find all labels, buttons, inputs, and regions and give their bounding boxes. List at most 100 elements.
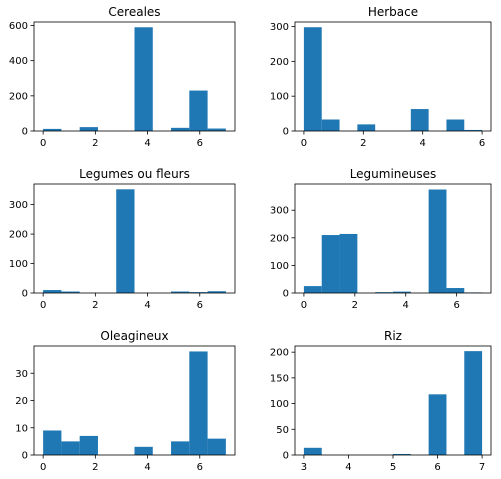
histogram-bar [134, 27, 153, 131]
y-tick-label: 20 [15, 396, 28, 407]
histogram-bar [446, 288, 465, 293]
x-tick-label: 2 [92, 462, 98, 473]
histogram-panel: 0 2 4 6 0 100 200 300 Legumineuses [270, 167, 492, 311]
axes-frame [33, 183, 236, 294]
histogram-bar [207, 438, 226, 455]
histogram-panel: 0 2 4 6 0 100 200 300 Legumes ou fleurs [9, 167, 236, 311]
x-tick-label: 0 [301, 300, 307, 311]
histogram-bar [321, 119, 340, 131]
y-tick-label: 300 [270, 206, 289, 217]
y-tick-label: 300 [270, 22, 289, 33]
y-tick-label: 200 [270, 57, 289, 68]
y-tick-label: 600 [9, 21, 28, 32]
y-tick-label: 200 [9, 230, 28, 241]
y-tick-label: 0 [283, 289, 289, 300]
histogram-bar [61, 291, 80, 293]
x-tick-label: 6 [453, 300, 459, 311]
histogram-bar [171, 127, 190, 131]
x-tick-label: 4 [345, 462, 351, 473]
y-tick-label: 0 [22, 289, 28, 300]
histogram-bar [410, 109, 429, 131]
y-tick-label: 100 [9, 259, 28, 270]
x-tick-label: 6 [434, 462, 440, 473]
x-tick-label: 2 [92, 138, 98, 149]
histogram-bar [339, 233, 358, 293]
x-tick-label: 0 [40, 300, 46, 311]
histogram-bar [321, 235, 340, 293]
histogram-bar [189, 292, 208, 293]
histogram-bar [189, 90, 208, 131]
y-tick-label: 200 [270, 233, 289, 244]
panel-title: Herbace [368, 5, 418, 19]
histogram-bar [428, 189, 447, 293]
histogram-bar [189, 351, 208, 455]
histogram-bar [171, 441, 190, 455]
x-tick-label: 6 [197, 462, 203, 473]
histogram-bar [303, 27, 322, 132]
histogram-bar [375, 292, 393, 293]
x-tick-label: 2 [360, 138, 366, 149]
y-tick-label: 0 [283, 451, 289, 462]
histogram-bar [79, 127, 98, 131]
axes-frame [294, 21, 492, 132]
axes-frame [294, 183, 492, 294]
histogram-bar [171, 291, 190, 293]
y-tick-label: 200 [270, 348, 289, 359]
x-tick-label: 0 [40, 138, 46, 149]
histogram-bar [43, 430, 62, 455]
histogram-panel: 0 2 4 6 0 200 400 600 Cereales [9, 5, 236, 149]
histogram-bar [207, 128, 226, 131]
histogram-bar [134, 446, 153, 455]
y-tick-label: 300 [9, 200, 28, 211]
x-tick-label: 6 [197, 138, 203, 149]
y-tick-label: 100 [270, 92, 289, 103]
histogram-bar [464, 351, 483, 455]
y-tick-label: 10 [15, 423, 28, 434]
histogram-bar [303, 286, 322, 293]
x-tick-label: 0 [40, 462, 46, 473]
histogram-bar [428, 394, 447, 455]
histogram-bar [79, 435, 98, 455]
y-tick-label: 0 [22, 127, 28, 138]
x-tick-label: 4 [144, 138, 150, 149]
histogram-bar [207, 291, 226, 293]
histogram-panel: 3 4 5 6 7 0 50 100 150 200 Riz [270, 329, 492, 473]
panel-title: Legumineuses [350, 167, 437, 181]
histogram-bar [357, 124, 376, 131]
histogram-bar [446, 119, 465, 131]
x-tick-label: 4 [420, 138, 426, 149]
histogram-bar [43, 290, 62, 293]
x-tick-label: 4 [144, 462, 150, 473]
y-tick-label: 0 [283, 127, 289, 138]
histogram-bar [393, 453, 411, 455]
histogram-bar [303, 447, 322, 455]
histogram-panel: 0 2 4 6 0 100 200 300 Herbace [270, 5, 492, 149]
x-tick-label: 2 [352, 300, 358, 311]
y-tick-label: 100 [270, 399, 289, 410]
x-tick-label: 6 [197, 300, 203, 311]
x-tick-label: 5 [390, 462, 396, 473]
x-tick-label: 4 [144, 300, 150, 311]
axes-frame [33, 21, 236, 132]
x-tick-label: 6 [479, 138, 485, 149]
y-tick-label: 150 [270, 373, 289, 384]
axes-frame [294, 345, 492, 456]
y-tick-label: 30 [15, 369, 28, 380]
panel-title: Oleagineux [100, 329, 168, 343]
x-tick-label: 2 [92, 300, 98, 311]
histogram-bar [43, 128, 62, 131]
y-tick-label: 50 [276, 425, 289, 436]
x-tick-label: 3 [301, 462, 307, 473]
y-tick-label: 100 [270, 261, 289, 272]
panel-title: Riz [384, 329, 402, 343]
x-tick-label: 0 [301, 138, 307, 149]
y-tick-label: 0 [22, 451, 28, 462]
panel-title: Legumes ou fleurs [79, 167, 190, 181]
panel-title: Cereales [108, 5, 160, 19]
y-tick-label: 200 [9, 91, 28, 102]
histogram-bar [116, 189, 135, 293]
y-tick-label: 400 [9, 56, 28, 67]
x-tick-label: 4 [403, 300, 409, 311]
histogram-bar [464, 129, 483, 131]
